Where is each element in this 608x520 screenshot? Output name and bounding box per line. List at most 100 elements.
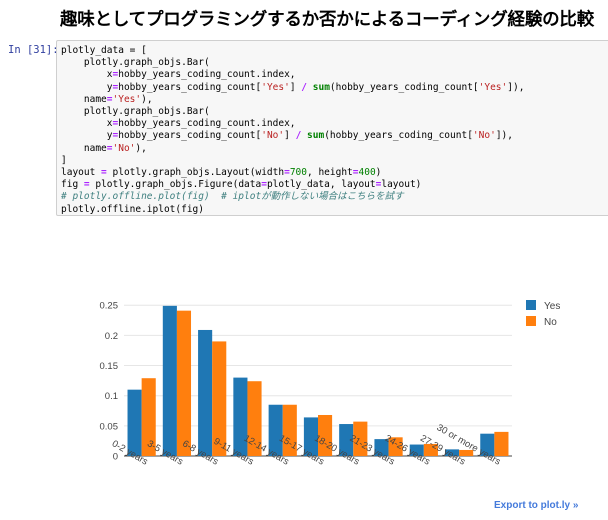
code-token: x <box>61 69 113 81</box>
code-line: y=hobby_years_coding_count['Yes'] / sum(… <box>61 81 525 94</box>
bar-yes <box>233 377 248 456</box>
bar-yes <box>374 439 389 456</box>
y-tick-label: 0 <box>113 452 118 463</box>
code-token: = <box>261 179 267 191</box>
code-token: x <box>61 118 113 130</box>
bar-no <box>318 414 333 456</box>
y-tick-label: 0.15 <box>100 361 119 372</box>
code-token: layout) <box>381 179 422 191</box>
code-token: sum <box>307 130 325 142</box>
code-token: = <box>106 93 113 105</box>
code-token: hobby_years_coding_count.index, <box>118 69 296 81</box>
code-token: plotly.graph_objs.Figure(data <box>89 179 262 191</box>
code-token: hobby_years_coding_count[ <box>118 130 262 142</box>
code-token: (hobby_years_coding_count[ <box>329 81 479 93</box>
code-token: hobby_years_coding_count[ <box>118 81 262 93</box>
code-token: = <box>101 167 107 179</box>
code-token: # plotly.offline.plot(fig) # iplotが動作しない… <box>61 191 404 203</box>
code-token: = <box>112 69 119 81</box>
code-token: 'No' <box>112 142 136 154</box>
bar-no <box>176 310 192 456</box>
code-token: sum <box>312 81 330 93</box>
code-token: ), <box>135 142 147 154</box>
legend-label-no: No <box>544 317 557 328</box>
code-token: name <box>61 93 107 105</box>
code-token: 'No' <box>472 130 496 142</box>
code-token: plotly_data, layout <box>266 179 376 191</box>
y-tick-label: 0.25 <box>100 301 119 312</box>
code-token: ) <box>375 167 382 179</box>
code-token: = <box>112 118 119 130</box>
code-token: 700 <box>289 167 307 179</box>
code-line: layout = plotly.graph_objs.Layout(width=… <box>61 167 524 179</box>
bar-no <box>459 449 474 456</box>
export-plotly-link[interactable]: Export to plot.ly » <box>494 500 579 511</box>
code-token: plotly.graph_objs.Layout(width <box>106 167 285 179</box>
code-line: ] <box>61 155 524 167</box>
code-token: / <box>295 130 302 142</box>
code-token: plotly.graph_objs.Bar( <box>61 57 210 69</box>
code-line: fig = plotly.graph_objs.Figure(data=plot… <box>61 179 524 191</box>
code-token: plotly.graph_objs.Bar( <box>61 106 210 118</box>
code-token: = <box>83 179 90 191</box>
code-token: ] <box>284 130 296 142</box>
code-line: # plotly.offline.plot(fig) # iplotが動作しない… <box>61 191 524 203</box>
legend-label-yes: Yes <box>544 301 560 312</box>
code-token: fig <box>61 179 84 191</box>
code-line: plotly.graph_objs.Bar( <box>61 106 524 118</box>
code-token: plotly.offline.iplot(fig) <box>61 203 204 215</box>
code-token: layout <box>61 167 102 179</box>
bar-yes <box>268 404 283 456</box>
code-token: ), <box>141 93 153 105</box>
code-token: = <box>112 81 119 93</box>
bar-no <box>282 404 297 456</box>
code-token: = <box>352 167 359 179</box>
bar-yes <box>444 449 460 456</box>
code-token: , height <box>307 167 353 179</box>
code-token: = <box>284 167 290 179</box>
code-token: = <box>375 179 382 191</box>
y-tick-label: 0.1 <box>105 391 118 402</box>
code-line: name='No'), <box>61 143 524 155</box>
code-token: ]), <box>495 130 513 142</box>
bar-yes <box>409 444 424 456</box>
code-cell[interactable]: plotly_data = [ plotly.graph_objs.Bar( x… <box>56 40 608 216</box>
code-token: ]), <box>507 81 525 93</box>
code-line: x=hobby_years_coding_count.index, <box>61 118 524 130</box>
code-token: 400 <box>358 167 376 179</box>
code-token: = <box>112 130 119 142</box>
code-token: 'Yes' <box>478 81 508 93</box>
bar-yes <box>480 433 495 456</box>
bar-no <box>353 421 368 456</box>
code-token: plotly_data = [ <box>61 45 147 56</box>
y-tick-label: 0.05 <box>100 421 119 432</box>
page-heading: 趣味としてプログラミングするか否かによるコーディング経験の比較 <box>60 10 595 30</box>
code-line: name='Yes'), <box>61 94 524 106</box>
bar-no <box>141 378 156 456</box>
code-token: ] <box>61 154 67 166</box>
bar-yes <box>198 329 213 456</box>
bar-no <box>423 443 438 456</box>
cell-prompt: In [31]: <box>8 44 59 56</box>
code-token: hobby_years_coding_count.index, <box>118 118 296 130</box>
code-token: y <box>61 130 113 142</box>
code-token: y <box>61 81 113 93</box>
bar-yes <box>303 417 318 456</box>
code-token: 'No' <box>261 130 285 142</box>
code-token: / <box>301 81 308 93</box>
code-editor[interactable]: plotly_data = [ plotly.graph_objs.Bar( x… <box>61 45 524 216</box>
bar-no <box>212 341 227 456</box>
bar-no <box>388 437 403 456</box>
bar-no <box>494 431 509 456</box>
legend-swatch-no <box>526 316 536 326</box>
bar-no <box>247 381 262 456</box>
legend-swatch-yes <box>526 300 536 310</box>
y-tick-label: 0.2 <box>105 331 118 342</box>
code-token: 'Yes' <box>112 93 142 105</box>
code-line: plotly_data = [ <box>61 45 524 57</box>
bar-yes <box>127 389 142 456</box>
code-token: name <box>61 142 107 154</box>
code-token: (hobby_years_coding_count[ <box>324 130 473 142</box>
bar-yes <box>339 424 354 456</box>
